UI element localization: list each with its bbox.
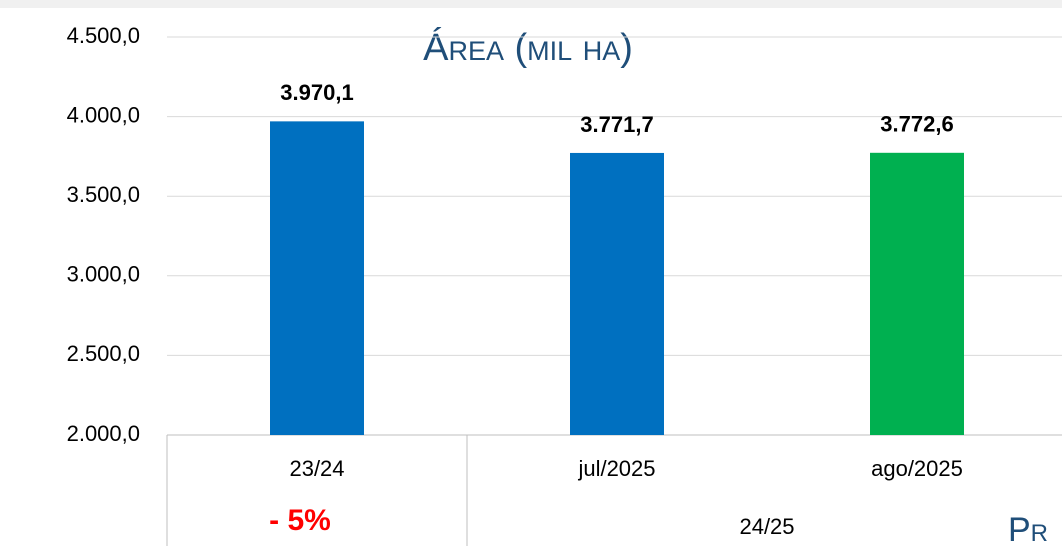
y-tick-label: 4.000,0: [67, 102, 140, 127]
bar: [570, 152, 664, 435]
y-tick-label: 4.500,0: [67, 23, 140, 48]
y-tick-label: 3.500,0: [67, 182, 140, 207]
y-tick-label: 2.500,0: [67, 341, 140, 366]
bar: [870, 152, 964, 436]
change-annotation: - 5%: [269, 504, 331, 537]
top-strip: [0, 0, 1062, 8]
group-label: 24/25: [739, 514, 794, 539]
x-tick-label: 23/24: [289, 456, 344, 481]
value-label: 3.771,7: [580, 112, 653, 137]
bar: [270, 121, 364, 435]
chart-title: Área (mil ha): [423, 26, 633, 69]
y-tick-label: 2.000,0: [67, 421, 140, 446]
y-tick-label: 3.000,0: [67, 262, 140, 287]
value-label: 3.772,6: [880, 112, 953, 137]
x-tick-label: ago/2025: [871, 456, 963, 481]
cut-annotation: Pr: [1008, 511, 1048, 546]
x-tick-label: jul/2025: [577, 456, 655, 481]
value-label: 3.970,1: [280, 80, 353, 105]
